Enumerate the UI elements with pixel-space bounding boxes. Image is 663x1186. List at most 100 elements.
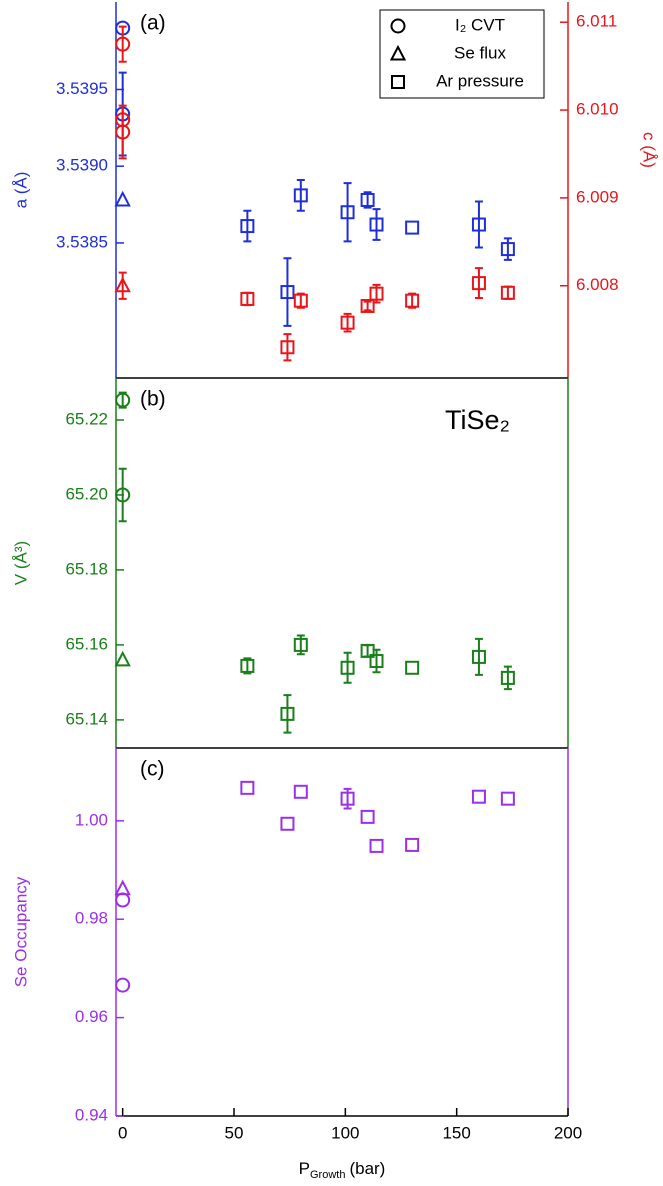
legend-label: Ar pressure: [436, 71, 524, 90]
marker: [114, 190, 131, 207]
marker: [405, 220, 420, 235]
marker: [280, 340, 295, 355]
error-bar: [243, 209, 252, 243]
marker: [405, 660, 420, 675]
y-tick-label: 3.5390: [56, 156, 108, 175]
y-tick-label: 65.18: [65, 559, 108, 578]
marker: [340, 205, 355, 220]
marker: [360, 192, 375, 207]
marker: [115, 487, 131, 503]
marker: [240, 780, 255, 795]
marker: [500, 242, 515, 257]
marker: [369, 654, 384, 669]
legend-marker: [391, 75, 405, 89]
legend-box: [379, 9, 545, 99]
marker: [240, 219, 255, 234]
error-bar: [118, 25, 127, 63]
y-tick-label: 1.00: [75, 810, 108, 829]
y2-tick-label: 6.009: [576, 187, 619, 206]
error-bar: [243, 291, 252, 307]
marker: [293, 188, 308, 203]
error-bar: [343, 651, 352, 684]
error-bar: [118, 104, 127, 160]
marker: [280, 285, 295, 300]
x-axis-label-main: P: [299, 1159, 310, 1178]
marker: [115, 36, 131, 52]
marker: [280, 706, 295, 721]
marker: [360, 643, 375, 658]
error-bar: [296, 292, 305, 309]
x-tick-label: 100: [331, 1123, 359, 1142]
y-tick-label: 65.20: [65, 484, 108, 503]
x-tick-label: 0: [118, 1123, 127, 1142]
marker: [293, 637, 308, 652]
marker: [369, 286, 384, 301]
y-tick-label: 3.5385: [56, 232, 108, 251]
error-bar: [118, 467, 127, 523]
marker: [293, 784, 308, 799]
marker: [115, 124, 131, 140]
x-tick-label: 200: [554, 1123, 582, 1142]
panel-label: (b): [140, 388, 166, 411]
y-tick-label: 0.96: [75, 1007, 108, 1026]
x-axis-label: PGrowth (bar): [299, 1159, 386, 1180]
error-bar: [243, 657, 252, 675]
x-tick-label: 50: [225, 1123, 244, 1142]
marker: [500, 670, 515, 685]
y-tick-label: 0.98: [75, 909, 108, 928]
panel-label: (a): [140, 12, 166, 35]
marker: [471, 789, 486, 804]
y-tick-label: 65.16: [65, 634, 108, 653]
marker: [114, 879, 131, 896]
error-bar: [283, 694, 292, 734]
legend-label: I₂ CVT: [455, 15, 505, 34]
y-tick-label: 65.22: [65, 409, 108, 428]
error-bar: [343, 182, 352, 243]
marker: [114, 276, 131, 293]
marker: [471, 649, 486, 664]
marker: [115, 892, 131, 908]
x-axis-label-sub: Growth: [310, 1169, 345, 1181]
marker: [369, 838, 384, 853]
marker: [340, 791, 355, 806]
y2-tick-label: 6.008: [576, 275, 619, 294]
marker: [471, 217, 486, 232]
panel-label: (c): [140, 758, 165, 781]
error-bar: [363, 300, 372, 312]
y-axis-label: V (Å³): [11, 541, 30, 585]
error-bar: [296, 179, 305, 212]
marker: [500, 285, 515, 300]
error-bar: [474, 267, 483, 300]
x-tick-label: 150: [442, 1123, 470, 1142]
error-bar: [283, 257, 292, 327]
legend-marker: [389, 44, 407, 61]
y-tick-label: 3.5395: [56, 79, 108, 98]
error-bar: [474, 637, 483, 676]
error-bar: [372, 648, 381, 674]
marker: [280, 816, 295, 831]
error-bar: [474, 200, 483, 249]
annotation: TiSe₂: [445, 405, 510, 435]
marker: [240, 291, 255, 306]
marker: [405, 837, 420, 852]
marker: [471, 276, 486, 291]
y2-axis-label: c (Å): [640, 132, 659, 168]
y-axis-label: a (Å): [11, 172, 30, 209]
error-bar: [408, 292, 417, 309]
marker: [115, 392, 131, 408]
y2-tick-label: 6.010: [576, 100, 619, 119]
marker: [360, 809, 375, 824]
y2-tick-label: 6.011: [576, 12, 617, 31]
marker: [240, 658, 255, 673]
y-tick-label: 0.94: [75, 1105, 108, 1124]
y-tick-label: 65.14: [65, 709, 108, 728]
error-bar: [372, 208, 381, 241]
x-axis-label-unit: (bar): [349, 1159, 385, 1178]
marker: [369, 217, 384, 232]
error-bar: [283, 333, 292, 362]
marker: [405, 293, 420, 308]
marker: [293, 293, 308, 308]
marker: [500, 791, 515, 806]
marker: [115, 977, 131, 993]
